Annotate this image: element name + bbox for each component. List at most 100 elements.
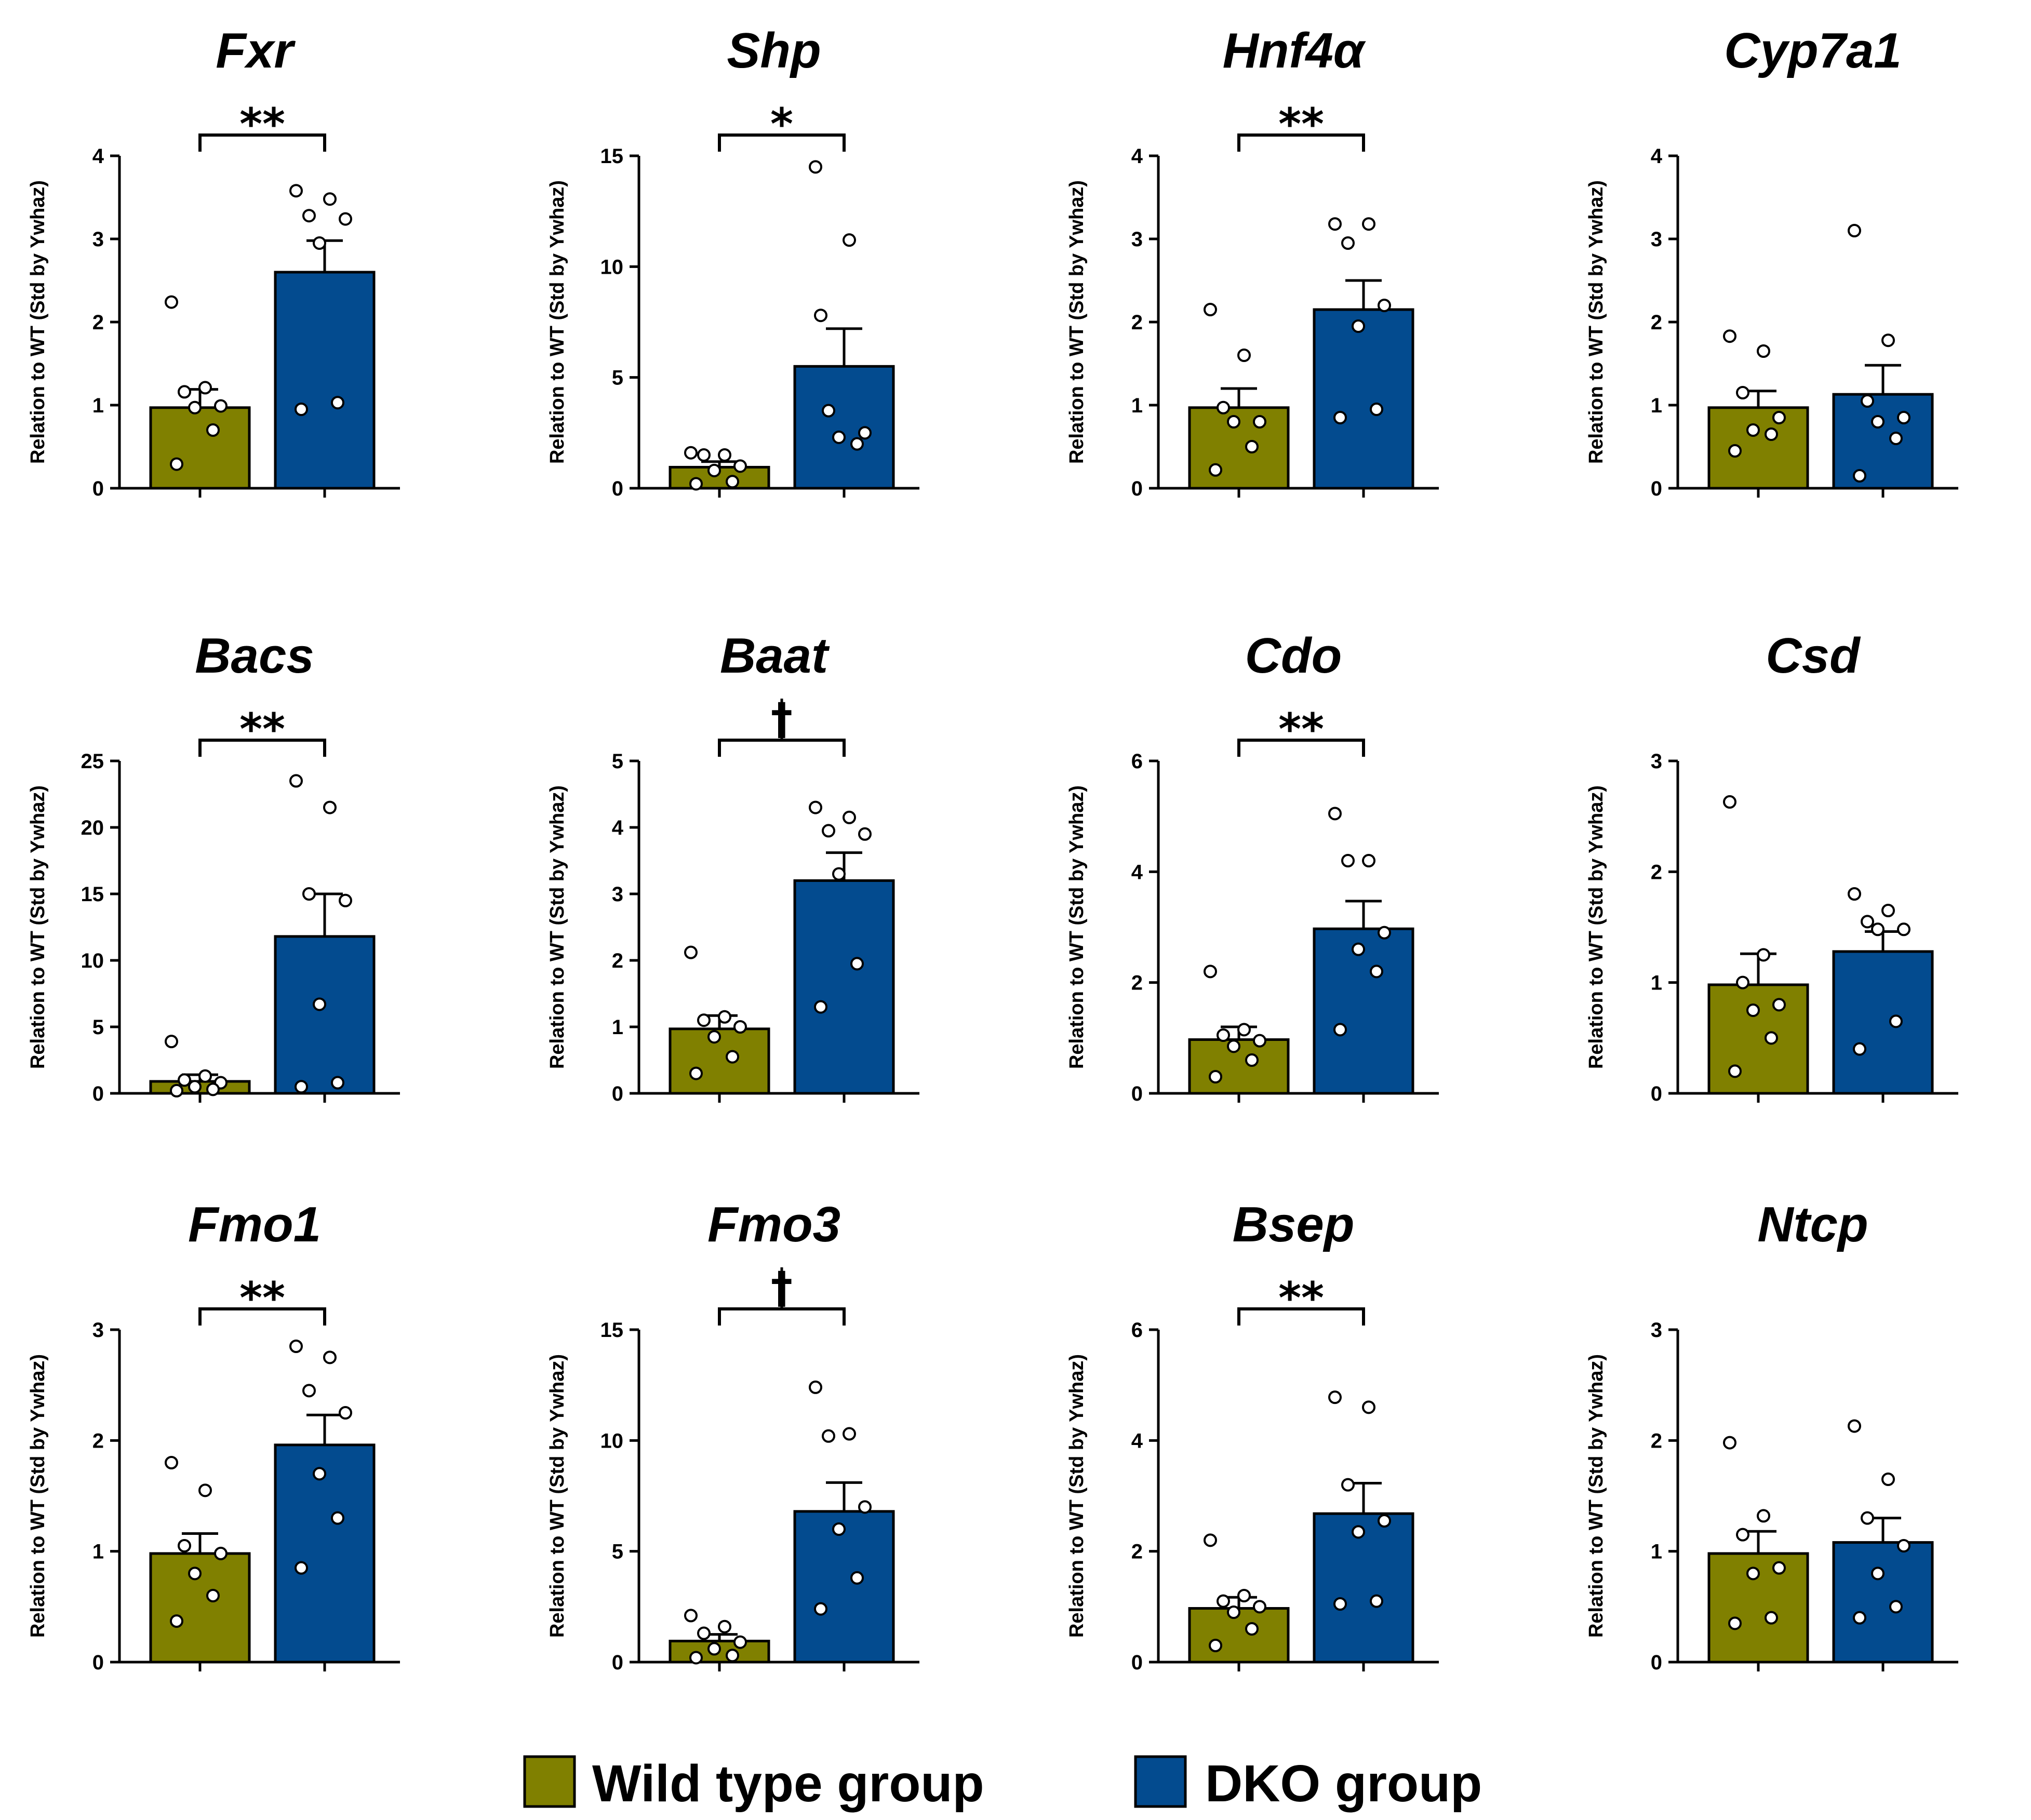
data-point-dko	[1370, 1594, 1383, 1608]
bar-dko	[274, 271, 376, 490]
panel-hnf4: Hnf4α Relation to WT (Std by Ywhaz) 0 1 2 3 4 *…	[1066, 23, 1439, 500]
y-tick-label: 3	[1131, 228, 1143, 251]
data-point-dko	[1853, 1611, 1866, 1625]
y-axis-label: Relation to WT (Std by Ywhaz)	[546, 1354, 568, 1638]
legend-label-dko: DKO group	[1205, 1755, 1482, 1813]
data-point-wild-type	[178, 1539, 191, 1553]
data-point-wild-type	[1757, 1509, 1770, 1523]
y-tick-label: 4	[612, 817, 624, 839]
data-point-dko	[1370, 965, 1383, 979]
data-point-wild-type	[718, 448, 731, 462]
data-point-dko	[1362, 217, 1375, 231]
data-point-wild-type	[689, 1066, 703, 1080]
y-tick-label: 3	[1651, 750, 1662, 773]
y-axis-label: Relation to WT (Std by Ywhaz)	[546, 785, 568, 1069]
data-point-wild-type	[1736, 975, 1749, 989]
data-point-dko	[1328, 1390, 1342, 1404]
panel-cdo: Cdo Relation to WT (Std by Ywhaz) 0 2 4 6 **	[1066, 628, 1439, 1105]
y-tick-label: 5	[92, 1016, 104, 1039]
legend: Wild type group DKO group	[523, 1755, 1482, 1813]
y-tick-label: 4	[1131, 861, 1143, 884]
data-point-wild-type	[689, 477, 703, 491]
y-tick-label: 2	[1651, 311, 1662, 334]
y-tick-label: 2	[1651, 861, 1662, 884]
panel-fmo1: Fmo1 Relation to WT (Std by Ywhaz) 0 1 2 3 **	[27, 1197, 400, 1674]
data-point-dko	[1871, 1567, 1885, 1581]
y-tick-label: 5	[612, 750, 623, 773]
panel-fmo3: Fmo3 Relation to WT (Std by Ywhaz) 0 5 10 15 †	[546, 1197, 919, 1674]
data-point-dko	[1333, 1023, 1347, 1037]
y-tick-label: 0	[1651, 477, 1662, 500]
data-point-wild-type	[1757, 344, 1770, 358]
data-point-wild-type	[707, 1642, 721, 1656]
data-point-dko	[822, 824, 835, 838]
data-point-wild-type	[1746, 423, 1760, 437]
data-point-dko	[1378, 1514, 1391, 1528]
data-point-dko	[295, 403, 308, 416]
significance-bracket	[718, 133, 846, 152]
data-point-wild-type	[684, 446, 698, 460]
data-point-dko	[832, 867, 846, 881]
y-axis-label: Relation to WT (Std by Ywhaz)	[1585, 180, 1607, 464]
data-point-wild-type	[707, 463, 721, 477]
data-point-wild-type	[1736, 1528, 1749, 1542]
data-point-wild-type	[1245, 1053, 1259, 1067]
data-point-dko	[1861, 915, 1874, 929]
panel-title: Fmo1	[188, 1197, 321, 1252]
y-tick-label: 5	[612, 367, 623, 390]
data-point-dko	[1861, 394, 1874, 408]
data-point-wild-type	[214, 1546, 228, 1560]
data-point-dko	[814, 1000, 827, 1014]
data-point-dko	[323, 192, 337, 206]
data-point-dko	[313, 236, 326, 250]
data-point-dko	[1853, 1042, 1866, 1056]
data-point-wild-type	[1757, 948, 1770, 962]
y-tick-label: 2	[92, 1429, 104, 1452]
panel-csd: Csd Relation to WT (Std by Ywhaz) 0 1 2 3	[1585, 628, 1958, 1105]
panel-shp: Shp Relation to WT (Std by Ywhaz) 0 5 10 15 *	[546, 23, 919, 500]
significance-bracket	[198, 133, 326, 152]
data-point-dko	[339, 1406, 352, 1420]
y-tick-label: 0	[1651, 1651, 1662, 1674]
y-tick-label: 0	[612, 1082, 623, 1105]
data-point-wild-type	[697, 448, 711, 462]
data-point-dko	[302, 1384, 316, 1398]
data-point-dko	[1871, 922, 1885, 936]
y-tick-label: 6	[1131, 1319, 1143, 1342]
data-point-wild-type	[1237, 1023, 1251, 1037]
data-point-dko	[850, 1571, 864, 1585]
data-point-wild-type	[707, 1030, 721, 1044]
data-point-wild-type	[188, 1080, 202, 1094]
data-point-wild-type	[1765, 1611, 1778, 1625]
data-point-wild-type	[1253, 1600, 1266, 1614]
panel-title: Hnf4α	[1223, 23, 1366, 78]
data-point-dko	[289, 1340, 303, 1353]
y-axis-label: Relation to WT (Std by Ywhaz)	[27, 785, 49, 1069]
data-point-dko	[1871, 415, 1885, 429]
y-tick-label: 2	[1131, 972, 1143, 995]
significance-label: **	[1278, 704, 1324, 755]
y-axis-label: Relation to WT (Std by Ywhaz)	[546, 180, 568, 464]
data-point-wild-type	[733, 459, 747, 473]
data-point-dko	[843, 810, 856, 824]
data-point-dko	[313, 997, 326, 1011]
data-point-dko	[302, 209, 316, 223]
y-tick-label: 5	[612, 1541, 623, 1563]
data-point-wild-type	[206, 1589, 220, 1602]
y-tick-label: 3	[612, 883, 623, 906]
data-point-wild-type	[1204, 965, 1217, 979]
data-point-wild-type	[1204, 303, 1217, 316]
data-point-dko	[339, 893, 352, 907]
data-point-dko	[1881, 1473, 1895, 1486]
data-point-wild-type	[178, 1073, 191, 1087]
y-tick-label: 2	[92, 311, 104, 334]
data-point-wild-type	[1217, 1594, 1230, 1608]
y-tick-label: 4	[92, 145, 104, 168]
data-point-dko	[1341, 1478, 1355, 1492]
y-tick-label: 0	[92, 477, 104, 500]
data-point-dko	[850, 437, 864, 451]
data-point-dko	[323, 1350, 337, 1364]
data-point-wild-type	[206, 423, 220, 437]
data-point-dko	[809, 160, 822, 174]
